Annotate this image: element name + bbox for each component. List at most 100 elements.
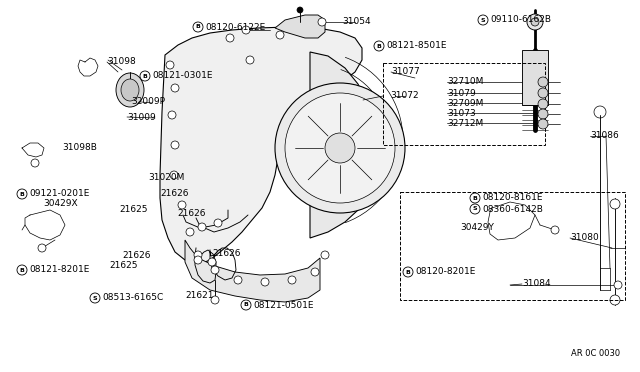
Text: 31009: 31009 [127, 112, 156, 122]
Circle shape [276, 31, 284, 39]
Text: S: S [481, 17, 485, 22]
Text: AR 0C 0030: AR 0C 0030 [571, 349, 620, 358]
Circle shape [171, 84, 179, 92]
Circle shape [538, 119, 548, 129]
Circle shape [168, 111, 176, 119]
Text: B: B [20, 192, 24, 196]
Text: 31080: 31080 [570, 234, 599, 243]
Text: 30429X: 30429X [43, 199, 77, 208]
Circle shape [166, 61, 174, 69]
Text: S: S [93, 295, 97, 301]
Text: 32710M: 32710M [447, 77, 483, 87]
Text: 21626: 21626 [122, 251, 150, 260]
Text: 31054: 31054 [342, 17, 371, 26]
Circle shape [531, 18, 539, 26]
Circle shape [538, 109, 548, 119]
Text: 08120-8201E: 08120-8201E [415, 267, 476, 276]
Circle shape [241, 300, 251, 310]
Circle shape [551, 226, 559, 234]
Circle shape [318, 18, 326, 26]
Circle shape [140, 71, 150, 81]
Circle shape [17, 189, 27, 199]
Text: B: B [20, 267, 24, 273]
Circle shape [261, 278, 269, 286]
Text: B: B [406, 269, 410, 275]
Circle shape [171, 141, 179, 149]
Text: B: B [196, 25, 200, 29]
Bar [400, 192, 625, 300]
Circle shape [610, 295, 620, 305]
Text: 08121-8501E: 08121-8501E [386, 42, 447, 51]
Text: 31073: 31073 [447, 109, 476, 118]
Circle shape [527, 14, 543, 30]
Circle shape [17, 265, 27, 275]
Text: 31086: 31086 [590, 131, 619, 141]
Text: 08360-6142B: 08360-6142B [482, 205, 543, 214]
Ellipse shape [275, 83, 405, 213]
Text: 21625: 21625 [119, 205, 147, 215]
Circle shape [538, 77, 548, 87]
Text: 08513-6165C: 08513-6165C [102, 294, 163, 302]
Circle shape [288, 276, 296, 284]
Text: 08121-8201E: 08121-8201E [29, 266, 90, 275]
Text: 31072: 31072 [390, 92, 419, 100]
Circle shape [38, 244, 46, 252]
Circle shape [325, 133, 355, 163]
Circle shape [297, 7, 303, 13]
Text: 21626: 21626 [160, 189, 189, 198]
Circle shape [208, 258, 216, 266]
Text: 08120-8161E: 08120-8161E [482, 193, 543, 202]
Text: 32712M: 32712M [447, 119, 483, 128]
Circle shape [198, 223, 206, 231]
Circle shape [194, 251, 202, 259]
Text: 31098B: 31098B [62, 144, 97, 153]
Text: 08121-0501E: 08121-0501E [253, 301, 314, 310]
Text: 31079: 31079 [447, 89, 476, 97]
Text: 32709M: 32709M [447, 99, 483, 108]
Text: B: B [376, 44, 381, 48]
Circle shape [242, 26, 250, 34]
Text: B: B [143, 74, 147, 78]
Circle shape [538, 88, 548, 98]
Text: 31077: 31077 [391, 67, 420, 77]
Circle shape [211, 296, 219, 304]
Text: 08120-6122E: 08120-6122E [205, 22, 265, 32]
Circle shape [193, 22, 203, 32]
Text: 31098: 31098 [107, 58, 136, 67]
Polygon shape [275, 15, 325, 38]
Circle shape [186, 228, 194, 236]
Circle shape [478, 15, 488, 25]
Polygon shape [160, 27, 362, 264]
Text: 31020M: 31020M [148, 173, 184, 183]
Text: B: B [472, 196, 477, 201]
Polygon shape [185, 240, 320, 302]
Circle shape [470, 193, 480, 203]
Text: 32009P: 32009P [131, 96, 165, 106]
Text: 21626: 21626 [212, 248, 241, 257]
Text: B: B [244, 302, 248, 308]
Circle shape [246, 56, 254, 64]
Text: 21626: 21626 [177, 208, 205, 218]
Circle shape [470, 204, 480, 214]
Bar [383, 63, 545, 145]
Text: 09110-6162B: 09110-6162B [490, 16, 551, 25]
Ellipse shape [116, 73, 144, 107]
Text: 30429Y: 30429Y [460, 224, 494, 232]
Circle shape [194, 256, 202, 264]
Text: 21625: 21625 [109, 260, 138, 269]
Text: S: S [473, 206, 477, 212]
Bar [522, 50, 548, 105]
Circle shape [90, 293, 100, 303]
Circle shape [226, 34, 234, 42]
Circle shape [374, 41, 384, 51]
Text: 31084: 31084 [522, 279, 550, 289]
Polygon shape [310, 52, 376, 238]
Text: 08121-0301E: 08121-0301E [152, 71, 212, 80]
Text: 09121-0201E: 09121-0201E [29, 189, 90, 199]
Circle shape [214, 219, 222, 227]
Circle shape [610, 199, 620, 209]
Ellipse shape [121, 79, 139, 101]
Circle shape [234, 276, 242, 284]
Text: 21621: 21621 [185, 292, 214, 301]
Circle shape [178, 201, 186, 209]
